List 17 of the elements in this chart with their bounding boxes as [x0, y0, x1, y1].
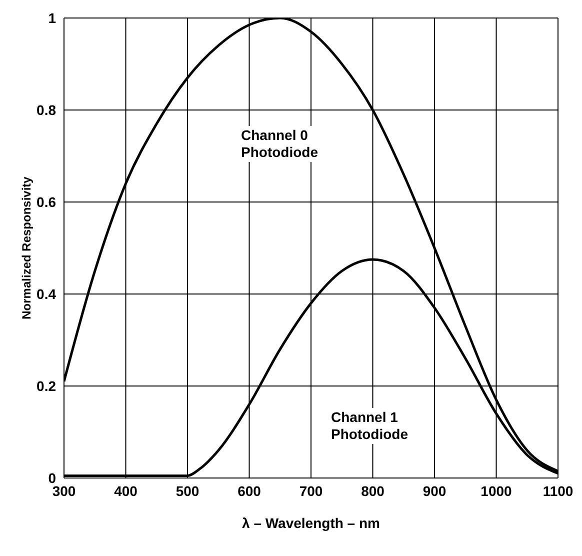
y-axis-title: Normalized Responsivity — [19, 176, 34, 320]
x-tick-label: 900 — [422, 482, 446, 499]
y-tick-label: 0.8 — [36, 102, 56, 118]
x-tick-label: 700 — [299, 482, 323, 499]
y-tick-label: 1 — [48, 10, 56, 26]
y-tick-label: 0.2 — [36, 378, 56, 394]
x-tick-label: 500 — [176, 482, 200, 499]
annotation: Channel 1 Photodiode — [328, 408, 411, 444]
x-tick-label: 1000 — [480, 482, 512, 499]
annotation: Channel 0 Photodiode — [238, 126, 321, 162]
y-tick-label: 0.6 — [36, 194, 56, 210]
x-tick-label: 1100 — [542, 482, 574, 499]
x-tick-label: 400 — [114, 482, 138, 499]
x-tick-label: 600 — [238, 482, 262, 499]
x-tick-label: 800 — [361, 482, 385, 499]
x-axis-title: λ – Wavelength – nm — [242, 515, 380, 531]
y-tick-label: 0.4 — [36, 286, 56, 302]
